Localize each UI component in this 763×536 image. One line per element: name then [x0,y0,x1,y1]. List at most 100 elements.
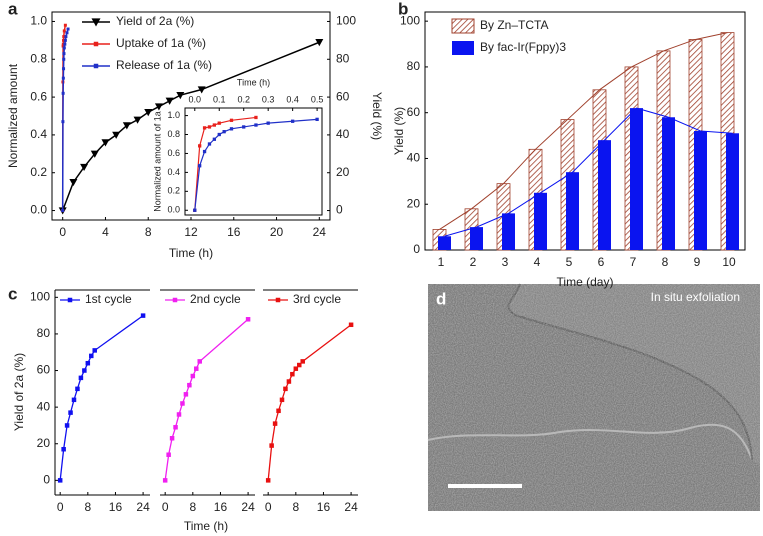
marker [63,38,67,42]
bar [470,227,483,250]
bar [726,133,739,250]
marker [190,373,196,379]
marker [222,130,226,134]
y-tick-label: 0 [43,473,50,487]
marker [290,119,295,123]
y-axis-title: Yield of 2a (%) [12,353,26,431]
marker [62,57,66,61]
marker [242,125,246,129]
marker [78,375,84,381]
marker [101,139,110,147]
marker [140,313,146,318]
x-tick-label: 8 [84,500,91,514]
x-tick-label: 10 [722,255,736,269]
marker [144,109,153,117]
marker [154,103,163,111]
trend-line [444,107,733,237]
marker [202,126,207,130]
y-tick-label: 0 [413,242,420,256]
marker [254,123,258,127]
legend-marker [93,63,99,69]
panel-label: c [8,284,17,303]
marker [62,67,66,71]
marker [61,209,65,213]
marker [162,478,168,483]
bar [598,140,611,250]
y-tick-label: 0.4 [30,127,47,141]
y-tick-label: 60 [407,105,421,119]
panel-label: d [436,289,446,308]
y-tick-label: 40 [336,127,350,141]
panel-label: a [8,0,18,18]
marker [173,425,178,430]
marker [198,164,202,168]
marker [207,142,212,146]
marker [229,127,234,131]
y-tick-label: 0.2 [30,165,47,179]
x-tick-label: 0.4 [286,94,299,104]
legend-label: 2nd cycle [190,292,241,306]
x-tick-label: 0.1 [213,94,226,104]
marker [64,423,70,428]
marker [202,149,207,154]
y-tick-label: 0.8 [167,129,180,139]
x-tick-label: 5 [566,255,573,269]
y-tick-label: 0 [336,203,343,217]
marker [63,42,67,46]
legend-swatch [451,18,475,34]
x-tick-label: 0 [162,500,169,514]
y-tick-label: 60 [336,89,350,103]
x-tick-label: 1 [438,255,445,269]
legend-marker [93,41,99,47]
y-tick-label: 40 [407,151,421,165]
marker [133,116,142,124]
marker [217,132,221,137]
marker [61,44,65,48]
marker [212,137,217,141]
y-tick-label: 0.2 [167,186,180,196]
x-axis-title: Time (h) [184,519,228,533]
marker [85,360,91,366]
series-line [267,324,352,481]
marker [207,125,212,129]
bar [438,236,451,250]
y-tick-label: 80 [37,326,51,340]
marker [69,178,78,187]
marker [89,353,94,359]
marker [62,35,66,39]
legend-label: By Zn–TCTA [480,18,548,32]
marker [65,31,69,35]
marker [286,379,292,384]
x-tick-label: 0 [59,225,66,239]
x-tick-label: 6 [598,255,605,269]
x-tick-label: 4 [102,225,109,239]
y-tick-label: 0.0 [167,205,180,215]
bar [630,108,643,250]
marker [62,52,66,56]
legend-marker [172,297,178,303]
bar [694,131,707,250]
series-line [164,318,249,481]
x-tick-label: 16 [317,500,331,514]
marker [62,46,66,50]
y-tick-label: 1.0 [30,14,47,28]
marker [64,35,68,39]
marker [297,362,302,368]
plot-frame [184,107,323,216]
x-tick-label: 16 [109,500,123,514]
x-tick-label: 24 [241,500,255,514]
y-tick-label: 0.0 [30,203,47,217]
y-tick-label: 80 [407,59,421,73]
x-tick-label: 8 [189,500,196,514]
marker [169,436,175,441]
marker [122,122,131,130]
marker [229,118,234,122]
marker [61,120,65,124]
marker [197,359,202,364]
marker [66,27,70,31]
marker [80,163,89,172]
marker [71,397,77,403]
marker [265,478,271,483]
trend-line [439,32,728,230]
